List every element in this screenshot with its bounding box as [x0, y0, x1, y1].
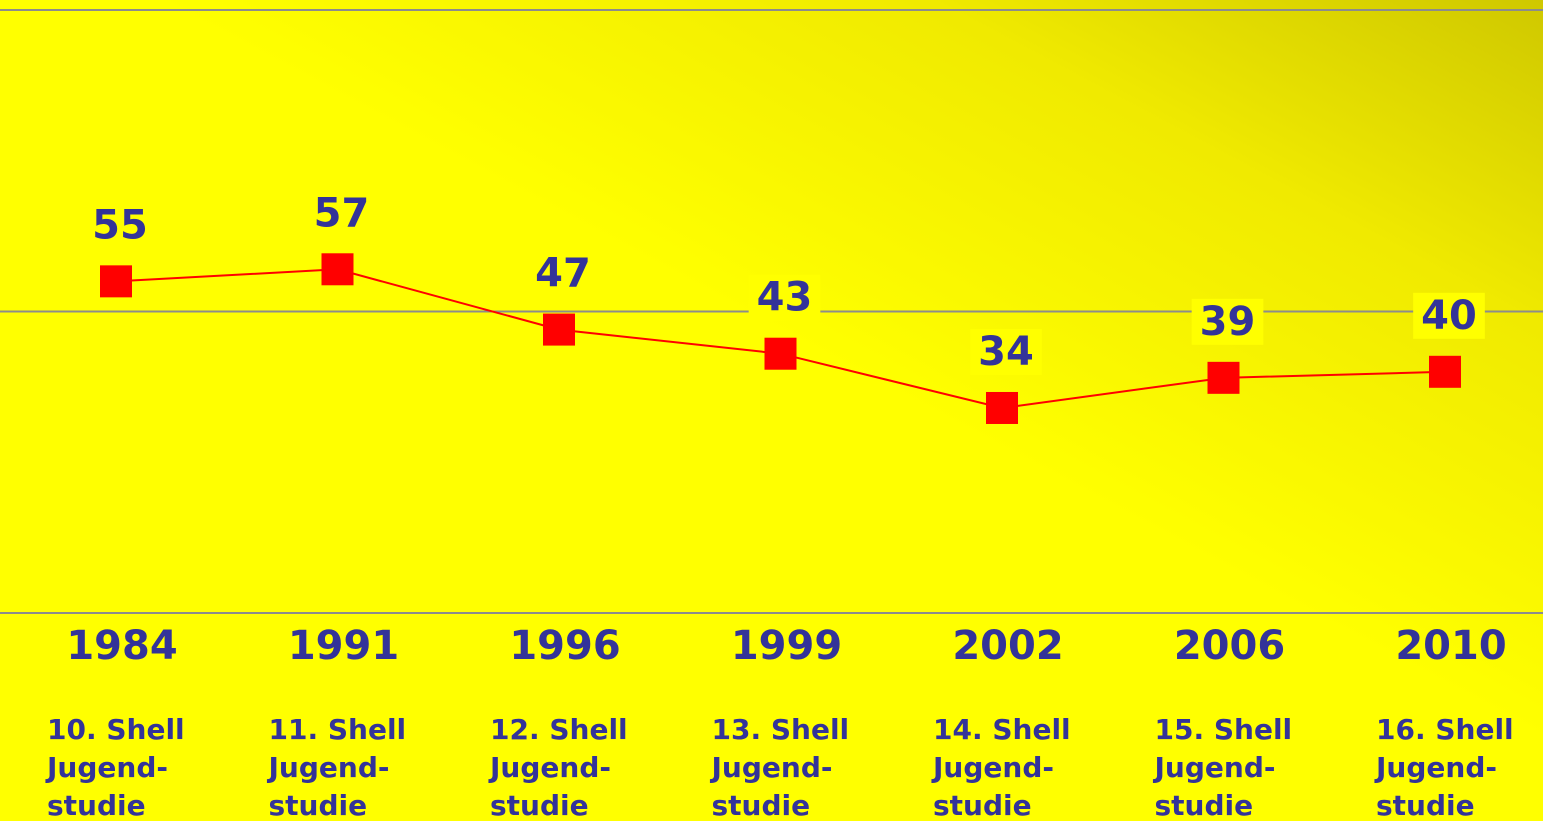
- study-label: Jugend-: [1374, 751, 1497, 784]
- data-label-bg: [1191, 298, 1264, 345]
- study-label: studie: [712, 789, 811, 821]
- study-label: 11. Shell: [269, 713, 407, 746]
- data-label: 47: [535, 251, 591, 297]
- data-point: [764, 337, 797, 370]
- x-tick-label: 1984: [66, 623, 177, 669]
- data-label-bg: [970, 328, 1042, 375]
- data-point: [1429, 355, 1461, 388]
- data-label: 40: [1421, 293, 1477, 339]
- x-tick-label: 1996: [509, 623, 620, 669]
- x-tick-label: 2006: [1174, 623, 1285, 669]
- data-point: [986, 391, 1018, 424]
- data-label: 57: [314, 190, 370, 236]
- data-point: [543, 313, 575, 346]
- study-label: Jugend-: [1153, 751, 1276, 784]
- study-label: studie: [1376, 789, 1475, 821]
- study-label: studie: [1155, 789, 1254, 821]
- data-point: [100, 265, 132, 298]
- data-label-bg: [305, 190, 378, 237]
- study-label: 14. Shell: [933, 713, 1071, 746]
- data-label-bg: [748, 274, 821, 321]
- study-label: Jugend-: [267, 751, 390, 784]
- study-label: studie: [47, 789, 146, 821]
- x-tick-label: 2002: [952, 623, 1063, 669]
- x-tick-label: 2010: [1395, 623, 1506, 669]
- study-label: studie: [490, 789, 589, 821]
- data-label-bg: [1413, 292, 1485, 339]
- data-point: [321, 253, 354, 286]
- study-label: 10. Shell: [47, 713, 185, 746]
- data-label: 39: [1200, 299, 1256, 345]
- study-label: 15. Shell: [1155, 713, 1293, 746]
- study-label: Jugend-: [488, 751, 611, 784]
- data-point: [1207, 361, 1240, 394]
- data-label: 43: [757, 275, 813, 321]
- study-label: Jugend-: [710, 751, 833, 784]
- study-label: studie: [269, 789, 368, 821]
- data-label-bg: [84, 202, 156, 249]
- study-label: 16. Shell: [1376, 713, 1514, 746]
- data-label: 34: [978, 329, 1034, 375]
- study-label: 12. Shell: [490, 713, 628, 746]
- study-label: Jugend-: [931, 751, 1054, 784]
- data-label-bg: [527, 250, 599, 297]
- study-label: Jugend-: [45, 751, 168, 784]
- study-label: 13. Shell: [712, 713, 850, 746]
- x-tick-label: 1991: [288, 623, 399, 669]
- study-label: studie: [933, 789, 1032, 821]
- data-label: 55: [92, 202, 148, 248]
- x-tick-label: 1999: [731, 623, 842, 669]
